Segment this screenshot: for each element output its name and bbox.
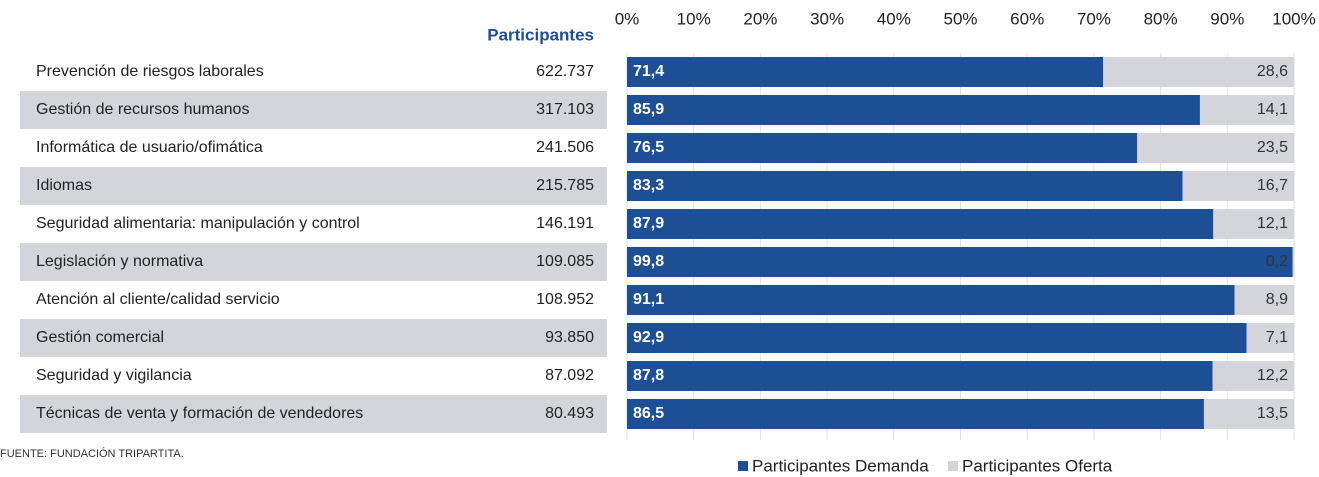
legend-swatch xyxy=(948,461,958,471)
bar-segment xyxy=(1246,323,1294,353)
value-label: 87,9 xyxy=(633,215,664,232)
legend-swatch xyxy=(738,461,748,471)
row-stripe xyxy=(20,395,607,433)
x-tick-label: 30% xyxy=(810,9,844,28)
value-label: 8,9 xyxy=(1266,291,1288,308)
bar-segment xyxy=(627,57,1104,87)
bar-segment xyxy=(1199,95,1294,125)
category-label: Gestión de recursos humanos xyxy=(36,101,249,118)
bar-segment xyxy=(627,209,1214,239)
row-stripe xyxy=(20,91,607,129)
value-label: 12,2 xyxy=(1257,367,1288,384)
x-tick-label: 10% xyxy=(677,9,711,28)
x-tick-label: 60% xyxy=(1010,9,1044,28)
category-label: Gestión comercial xyxy=(36,329,164,346)
value-label: 16,7 xyxy=(1257,177,1288,194)
category-label: Técnicas de venta y formación de vendedo… xyxy=(36,405,363,422)
x-tick-label: 70% xyxy=(1077,9,1111,28)
participants-value: 215.785 xyxy=(536,177,594,194)
bar-segment xyxy=(627,95,1200,125)
participants-value: 87.092 xyxy=(545,367,594,384)
bar-segment xyxy=(1212,361,1294,391)
participants-value: 317.103 xyxy=(536,101,594,118)
x-tick-label: 20% xyxy=(743,9,777,28)
category-label: Atención al cliente/calidad servicio xyxy=(36,291,280,308)
category-label: Seguridad alimentaria: manipulación y co… xyxy=(36,215,360,232)
value-label: 76,5 xyxy=(633,139,664,156)
value-label: 12,1 xyxy=(1257,215,1288,232)
row-stripe xyxy=(20,243,607,281)
bar-segment xyxy=(1234,285,1294,315)
category-label: Seguridad y vigilancia xyxy=(36,367,192,384)
value-label: 86,5 xyxy=(633,405,664,422)
bar-segment xyxy=(1137,133,1294,163)
value-label: 87,8 xyxy=(633,367,664,384)
participants-value: 93.850 xyxy=(545,329,594,346)
category-label: Idiomas xyxy=(36,177,92,194)
value-label: 91,1 xyxy=(633,291,664,308)
value-label: 0,2 xyxy=(1266,253,1288,270)
bar-segment xyxy=(627,399,1204,429)
bar-segment xyxy=(627,323,1247,353)
x-tick-label: 0% xyxy=(615,9,640,28)
value-label: 13,5 xyxy=(1257,405,1288,422)
value-label: 23,5 xyxy=(1257,139,1288,156)
x-tick-label: 100% xyxy=(1272,9,1315,28)
bar-segment xyxy=(1203,399,1294,429)
legend-label: Participantes Oferta xyxy=(962,456,1113,475)
x-tick-label: 50% xyxy=(943,9,977,28)
table-header: Participantes xyxy=(487,25,594,44)
participants-value: 109.085 xyxy=(536,253,594,270)
value-label: 92,9 xyxy=(633,329,664,346)
value-label: 99,8 xyxy=(633,253,664,270)
bar-segment xyxy=(1182,171,1294,201)
bar-segment xyxy=(627,171,1183,201)
value-label: 83,3 xyxy=(633,177,664,194)
bar-segment xyxy=(1103,57,1294,87)
value-label: 71,4 xyxy=(633,63,664,80)
bar-segment xyxy=(627,247,1293,277)
participants-value: 108.952 xyxy=(536,291,594,308)
x-tick-label: 80% xyxy=(1144,9,1178,28)
source-note: FUENTE: FUNDACIÓN TRIPARTITA. xyxy=(0,447,184,460)
x-tick-label: 40% xyxy=(877,9,911,28)
value-label: 85,9 xyxy=(633,101,664,118)
row-stripe xyxy=(20,167,607,205)
category-label: Prevención de riesgos laborales xyxy=(36,63,264,80)
bar-segment xyxy=(627,133,1138,163)
bar-segment xyxy=(627,361,1213,391)
value-label: 14,1 xyxy=(1257,101,1288,118)
category-label: Informática de usuario/ofimática xyxy=(36,139,263,156)
bar-segment xyxy=(1292,247,1294,277)
participants-value: 622.737 xyxy=(536,63,594,80)
value-label: 7,1 xyxy=(1266,329,1288,346)
bar-segment xyxy=(1213,209,1294,239)
participants-value: 80.493 xyxy=(545,405,594,422)
category-label: Legislación y normativa xyxy=(36,253,203,270)
participants-value: 146.191 xyxy=(536,215,594,232)
value-label: 28,6 xyxy=(1257,63,1288,80)
bar-segment xyxy=(627,285,1235,315)
legend-label: Participantes Demanda xyxy=(752,456,929,475)
row-stripe xyxy=(20,319,607,357)
x-tick-label: 90% xyxy=(1210,9,1244,28)
participants-value: 241.506 xyxy=(536,139,594,156)
